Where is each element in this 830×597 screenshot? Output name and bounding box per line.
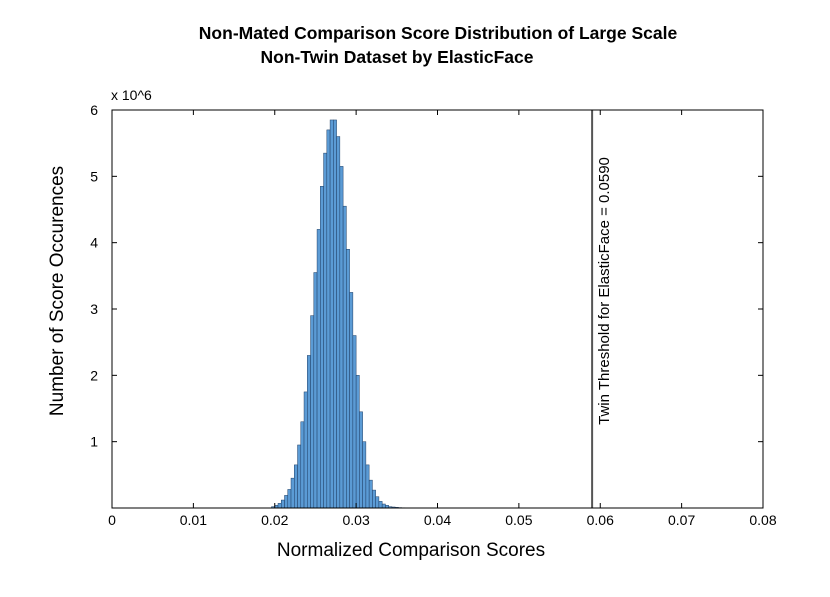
histogram-bar: [329, 119, 334, 509]
histogram-bar: [287, 489, 292, 509]
histogram-bar: [378, 501, 383, 509]
histogram-bar: [313, 272, 318, 509]
histogram-bar: [303, 391, 308, 509]
x-tick-label: 0.03: [343, 512, 370, 528]
x-tick-label: 0.01: [180, 512, 207, 528]
histogram-bar: [346, 249, 350, 509]
x-tick-label: 0.08: [749, 512, 776, 528]
y-tick-label: 1: [90, 434, 98, 450]
y-tick-label: 4: [90, 235, 98, 251]
histogram-bars: [271, 119, 409, 509]
histogram-bar: [342, 205, 347, 509]
histogram-bar: [362, 441, 367, 509]
x-tick-label: 0.04: [424, 512, 451, 528]
histogram-bar: [352, 335, 357, 509]
y-axis-ticks: 1 2 3 4 5 6: [90, 102, 763, 450]
y-tick-label: 6: [90, 102, 98, 118]
x-axis-label: Normalized Comparison Scores: [277, 540, 545, 561]
histogram-bar: [381, 503, 386, 509]
histogram-bar: [359, 411, 363, 509]
histogram-bar: [372, 489, 376, 509]
histogram-bar: [368, 479, 373, 509]
y-tick-label: 5: [90, 168, 98, 184]
threshold-label: Twin Threshold for ElasticFace = 0.0590: [596, 157, 613, 425]
histogram-bar: [355, 375, 360, 509]
histogram-bar: [300, 421, 305, 509]
histogram-bar: [320, 186, 324, 509]
histogram-bar: [375, 496, 380, 509]
x-tick-label: 0: [108, 512, 116, 528]
histogram-bar: [349, 292, 354, 509]
histogram-bar: [339, 166, 344, 509]
histogram-bar: [281, 499, 285, 509]
plot-frame: [111, 109, 764, 509]
histogram-bar: [323, 152, 328, 509]
y-axis-label: Number of Score Occurences: [47, 166, 68, 416]
y-multiplier-label: x 10^6: [111, 87, 152, 103]
histogram-bar: [294, 464, 298, 509]
histogram-bar: [277, 503, 282, 509]
x-tick-label: 0.07: [668, 512, 695, 528]
histogram-bar: [336, 136, 341, 509]
histogram-bar: [333, 119, 337, 509]
chart-title-line2: Non-Twin Dataset by ElasticFace: [261, 47, 534, 67]
y-tick-label: 3: [90, 301, 98, 317]
chart-title-line1: Non-Mated Comparison Score Distribution …: [199, 23, 678, 43]
histogram-bar: [284, 495, 289, 509]
x-tick-label: 0.02: [261, 512, 288, 528]
histogram-bar: [297, 444, 302, 509]
histogram-bar: [326, 129, 331, 509]
x-tick-label: 0.05: [505, 512, 532, 528]
histogram-bar: [310, 315, 315, 509]
histogram-bar: [290, 477, 295, 509]
histogram-bar: [307, 355, 311, 509]
histogram-bar: [365, 464, 370, 509]
y-tick-label: 2: [90, 367, 98, 383]
histogram-bar: [316, 229, 321, 509]
x-axis-ticks: 0 0.01 0.02 0.03 0.04 0.05 0.06 0.07 0.08: [108, 110, 777, 528]
x-tick-label: 0.06: [587, 512, 614, 528]
